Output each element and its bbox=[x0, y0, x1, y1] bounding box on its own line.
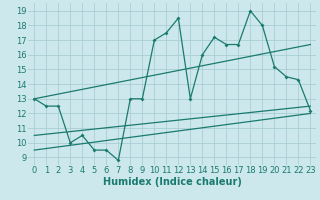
X-axis label: Humidex (Indice chaleur): Humidex (Indice chaleur) bbox=[103, 177, 242, 187]
